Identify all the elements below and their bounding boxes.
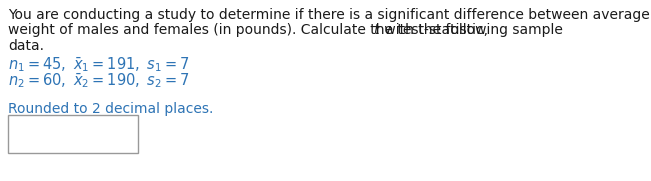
Text: t: t: [373, 23, 378, 37]
Text: $n_2 = 60,\ \bar{x}_2 = 190,\ s_2 = 7$: $n_2 = 60,\ \bar{x}_2 = 190,\ s_2 = 7$: [8, 71, 189, 90]
Text: data.: data.: [8, 39, 44, 53]
Text: $n_1 = 45,\ \bar{x}_1 = 191,\ s_1 = 7$: $n_1 = 45,\ \bar{x}_1 = 191,\ s_1 = 7$: [8, 55, 189, 74]
Bar: [8, 115, 138, 153]
Text: You are conducting a study to determine if there is a significant difference bet: You are conducting a study to determine …: [8, 8, 651, 22]
Text: with the following sample: with the following sample: [380, 23, 563, 37]
Text: weight of males and females (in pounds). Calculate the test-statistic,: weight of males and females (in pounds).…: [8, 23, 492, 37]
Text: Rounded to 2 decimal places.: Rounded to 2 decimal places.: [8, 102, 214, 116]
